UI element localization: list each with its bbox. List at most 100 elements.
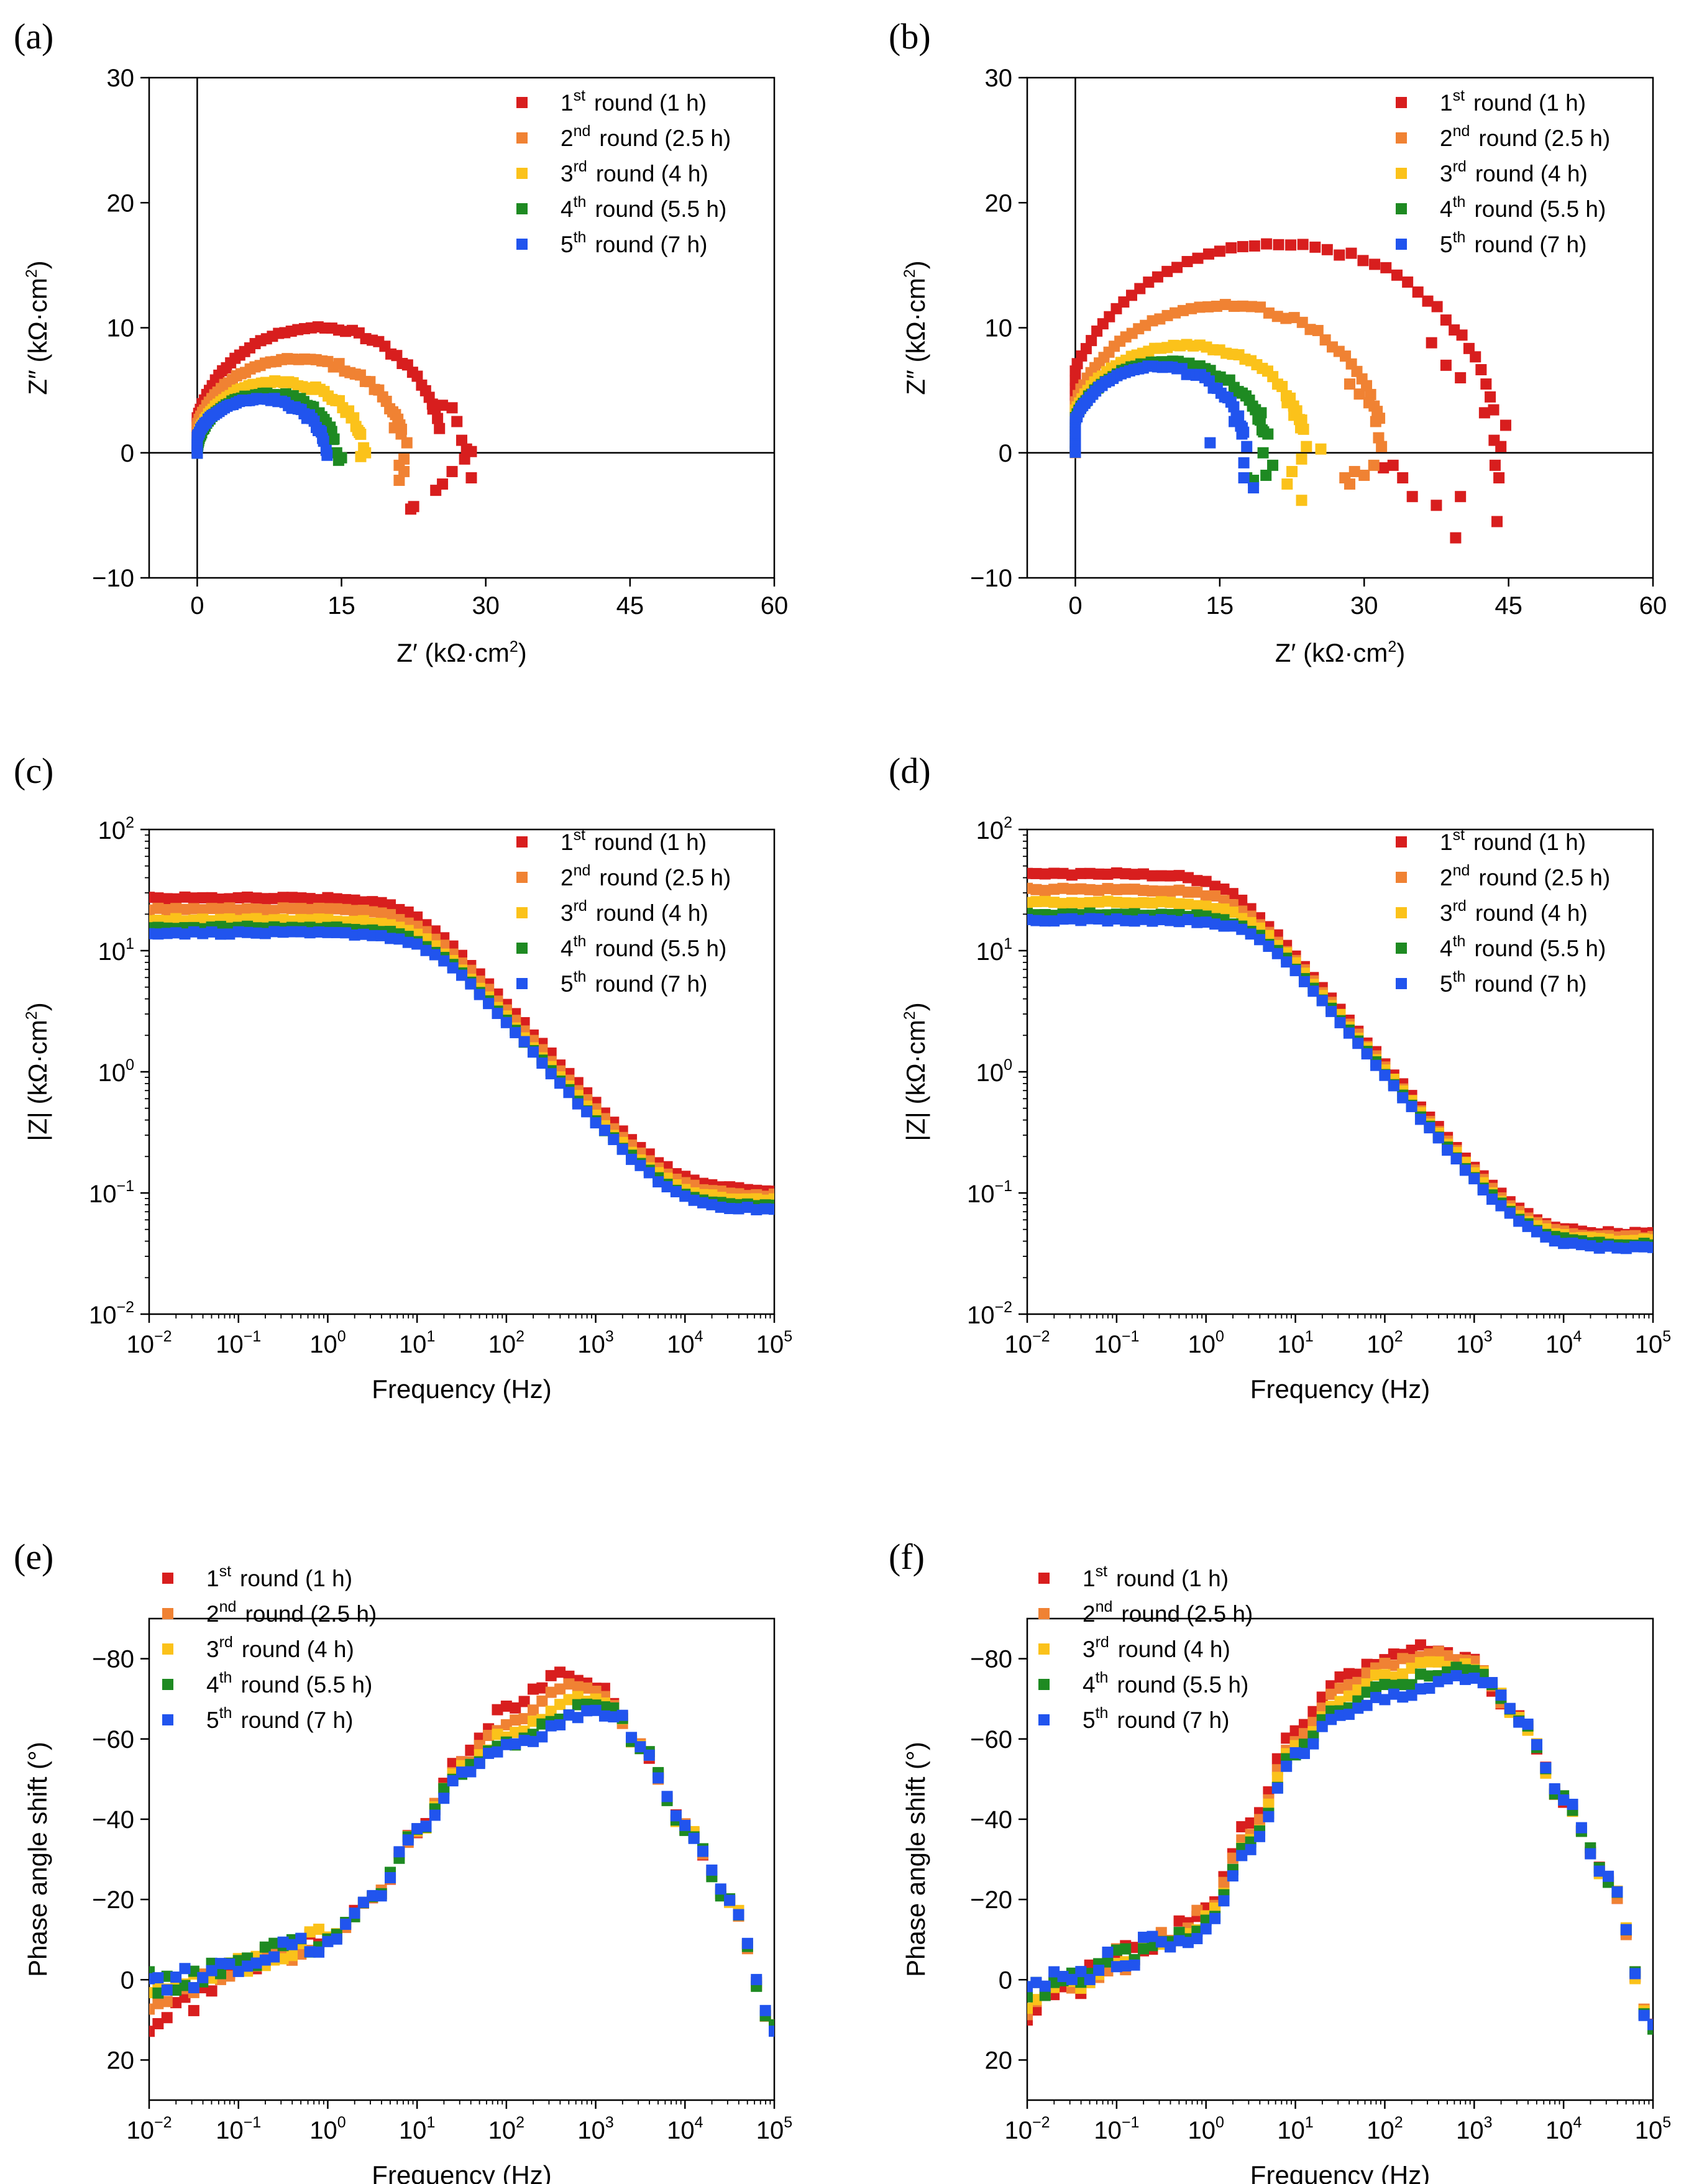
data-point <box>492 1008 503 1020</box>
data-point <box>1352 1684 1364 1696</box>
legend-label: 2nd round (2.5 h) <box>1083 1598 1253 1627</box>
data-point <box>152 902 164 914</box>
series-2 <box>149 1678 774 2036</box>
data-point <box>1066 1973 1078 1985</box>
data-point <box>232 1965 244 1977</box>
data-point <box>1093 1965 1105 1976</box>
legend: 1st round (1 h) 2nd round (2.5 h) 3rd round (… <box>1396 87 1610 257</box>
data-point <box>402 1834 414 1846</box>
data-point <box>214 903 226 915</box>
x-tick-label: 15 <box>1206 592 1234 619</box>
x-tick-label: 103 <box>1456 1328 1492 1358</box>
data-point <box>1165 897 1176 908</box>
data-point <box>1120 897 1132 909</box>
data-point <box>1361 1699 1373 1711</box>
data-point <box>1110 867 1122 879</box>
data-point <box>1504 1702 1516 1714</box>
data-point <box>402 936 414 948</box>
y-tick-label: 0 <box>121 440 134 467</box>
data-point <box>536 1058 548 1069</box>
data-point <box>393 475 405 487</box>
data-point <box>432 413 444 424</box>
x-tick-label: 105 <box>756 2114 792 2144</box>
x-tick-label: 105 <box>756 1328 792 1358</box>
data-point <box>1357 255 1369 267</box>
legend-marker <box>1396 203 1407 214</box>
data-point <box>1334 1696 1346 1707</box>
series-5 <box>1027 1670 1653 2031</box>
data-point <box>242 891 254 903</box>
data-point <box>1110 1944 1122 1956</box>
data-point <box>149 1973 155 1985</box>
x-tick-label: 101 <box>399 1328 435 1358</box>
plot-frame <box>1026 1617 1654 2101</box>
data-point <box>447 1775 459 1787</box>
data-point <box>1048 897 1060 908</box>
legend-marker <box>1396 943 1407 954</box>
data-point <box>769 2019 774 2031</box>
data-point <box>224 893 236 905</box>
data-point <box>527 1046 539 1058</box>
data-point <box>1200 890 1212 902</box>
data-point <box>1288 409 1300 421</box>
data-point <box>1191 1933 1203 1945</box>
data-point <box>1307 1706 1319 1717</box>
data-point <box>1298 1728 1310 1740</box>
data-point <box>1647 2019 1653 2031</box>
data-point <box>1227 907 1238 918</box>
data-point <box>688 1194 700 1206</box>
panel-label-d: (d) <box>889 751 931 791</box>
data-point <box>197 928 209 939</box>
data-point <box>1325 1714 1337 1725</box>
legend-label: 5th round (7 h) <box>561 229 707 257</box>
data-point <box>1426 337 1437 349</box>
x-tick-label: 10−1 <box>1094 2114 1139 2144</box>
data-point <box>1236 1850 1248 1862</box>
data-point <box>527 1683 539 1695</box>
data-point <box>1030 915 1042 926</box>
data-point <box>465 964 477 976</box>
legend-label: 1st round (1 h) <box>561 87 707 116</box>
data-point <box>1155 870 1167 882</box>
x-tick-label: 101 <box>399 2114 435 2144</box>
data-point <box>1369 258 1381 270</box>
data-point <box>1263 307 1275 319</box>
data-point <box>277 892 289 903</box>
data-point <box>1397 1691 1409 1703</box>
x-tick-label: 45 <box>1495 592 1522 619</box>
data-point <box>161 1984 173 1996</box>
data-point <box>492 1704 503 1716</box>
y-tick-label: 10 <box>985 315 1013 342</box>
data-point <box>1301 441 1312 452</box>
data-point <box>536 1718 548 1730</box>
data-point <box>1316 995 1328 1007</box>
data-point <box>459 453 470 465</box>
data-point <box>304 903 316 915</box>
data-point <box>149 1966 155 1978</box>
data-point <box>357 905 369 916</box>
data-point <box>1513 1716 1525 1728</box>
data-point <box>1620 1243 1632 1254</box>
data-point <box>643 1749 655 1761</box>
data-point <box>1218 920 1230 932</box>
data-point <box>1260 469 1272 481</box>
data-point <box>321 449 333 461</box>
data-point <box>411 1823 423 1835</box>
data-point <box>1450 1670 1462 1681</box>
data-point <box>1459 1673 1471 1685</box>
data-point <box>340 1918 352 1930</box>
x-tick-label: 102 <box>488 1328 524 1358</box>
data-point <box>1120 868 1132 880</box>
x-tick-label: 0 <box>190 592 204 619</box>
data-point <box>1075 867 1087 879</box>
legend-marker <box>162 1608 173 1619</box>
data-point <box>536 1731 548 1743</box>
data-point <box>1316 1691 1328 1703</box>
data-point <box>1406 1689 1417 1701</box>
data-point <box>1048 867 1060 879</box>
legend-marker <box>516 97 528 108</box>
data-point <box>313 1923 325 1935</box>
data-point <box>375 1890 387 1902</box>
data-point <box>340 927 352 939</box>
data-point <box>554 1666 566 1678</box>
